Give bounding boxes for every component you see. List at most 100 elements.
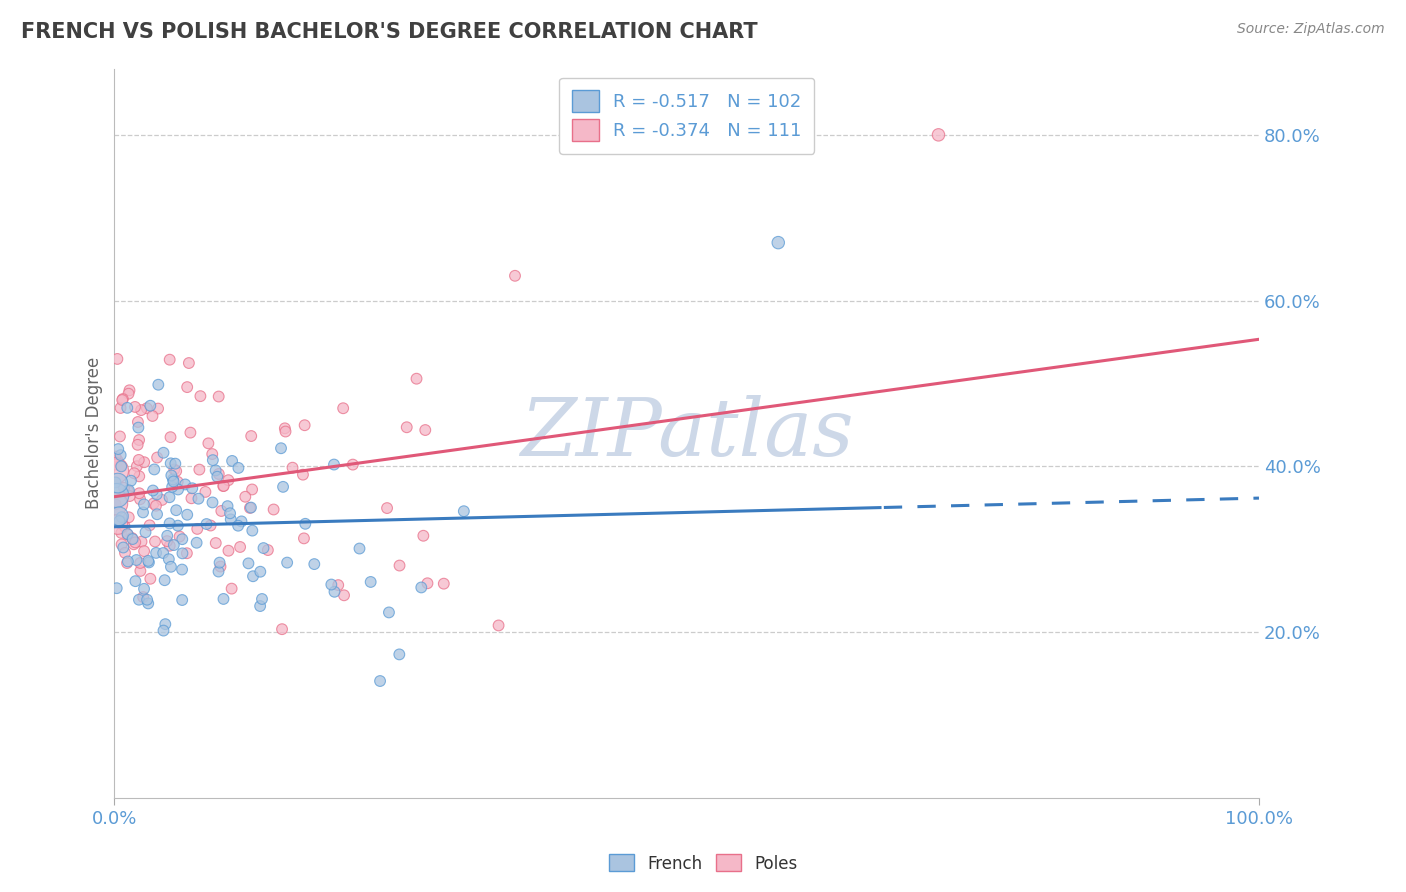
Point [132, 590, 155, 604]
Point [170, 563, 193, 577]
Point [250, 592, 273, 607]
Point [238, 557, 260, 571]
Point [143, 462, 166, 476]
Point [242, 569, 264, 583]
Point [201, 447, 224, 461]
Point [138, 518, 160, 533]
Point [110, 525, 132, 540]
Point [141, 409, 163, 423]
Point [145, 487, 167, 501]
Point [240, 524, 263, 538]
Point [274, 425, 297, 439]
Point [145, 499, 167, 513]
Point [231, 515, 253, 529]
Point [104, 458, 127, 472]
Point [145, 546, 167, 560]
Point [217, 543, 239, 558]
Text: ZIPatlas: ZIPatlas [520, 394, 853, 472]
Point [276, 556, 298, 570]
Point [212, 591, 235, 606]
Point [249, 565, 271, 579]
Point [166, 518, 188, 533]
Legend: French, Poles: French, Poles [602, 847, 804, 880]
Point [207, 565, 229, 579]
Point [157, 552, 180, 566]
Point [304, 557, 326, 571]
Point [323, 458, 346, 472]
Point [294, 418, 316, 433]
Point [111, 510, 134, 524]
Point [165, 464, 187, 478]
Point [146, 401, 169, 416]
Point [208, 556, 231, 570]
Point [217, 499, 239, 513]
Point [160, 480, 183, 494]
Point [152, 546, 174, 560]
Point [209, 559, 232, 574]
Point [263, 502, 285, 516]
Point [117, 527, 139, 541]
Point [176, 546, 198, 560]
Point [412, 529, 434, 543]
Point [228, 461, 250, 475]
Point [433, 576, 456, 591]
Point [160, 468, 183, 483]
Point [122, 467, 145, 481]
Point [159, 490, 181, 504]
Point [131, 534, 153, 549]
Point [125, 553, 148, 567]
Point [187, 491, 209, 506]
Point [146, 450, 169, 465]
Point [201, 495, 224, 509]
Point [114, 546, 136, 560]
Point [159, 539, 181, 553]
Point [153, 573, 176, 587]
Point [132, 497, 155, 511]
Point [395, 420, 418, 434]
Point [129, 492, 152, 507]
Point [118, 489, 141, 503]
Point [124, 574, 146, 589]
Point [143, 534, 166, 549]
Point [111, 392, 134, 406]
Point [271, 622, 294, 636]
Point [176, 508, 198, 522]
Point [111, 392, 134, 407]
Point [110, 401, 132, 415]
Point [142, 496, 165, 510]
Point [323, 584, 346, 599]
Point [368, 673, 391, 688]
Point [219, 512, 242, 526]
Point [156, 534, 179, 549]
Point [128, 486, 150, 500]
Text: Source: ZipAtlas.com: Source: ZipAtlas.com [1237, 22, 1385, 37]
Point [219, 506, 242, 520]
Point [195, 516, 218, 531]
Point [105, 351, 128, 366]
Point [156, 529, 179, 543]
Point [107, 442, 129, 456]
Point [271, 480, 294, 494]
Point [413, 423, 436, 437]
Point [104, 497, 127, 511]
Point [129, 403, 152, 417]
Point [132, 505, 155, 519]
Point [128, 592, 150, 607]
Point [110, 459, 132, 474]
Point [333, 588, 356, 602]
Point [249, 599, 271, 613]
Point [257, 543, 280, 558]
Point [114, 519, 136, 533]
Point [360, 574, 382, 589]
Point [121, 532, 143, 546]
Point [233, 490, 256, 504]
Point [188, 462, 211, 476]
Legend: R = -0.517   N = 102, R = -0.374   N = 111: R = -0.517 N = 102, R = -0.374 N = 111 [560, 78, 814, 154]
Point [204, 463, 226, 477]
Point [104, 464, 127, 478]
Point [221, 454, 243, 468]
Point [117, 527, 139, 541]
Point [375, 501, 398, 516]
Point [112, 541, 135, 555]
Point [108, 514, 131, 528]
